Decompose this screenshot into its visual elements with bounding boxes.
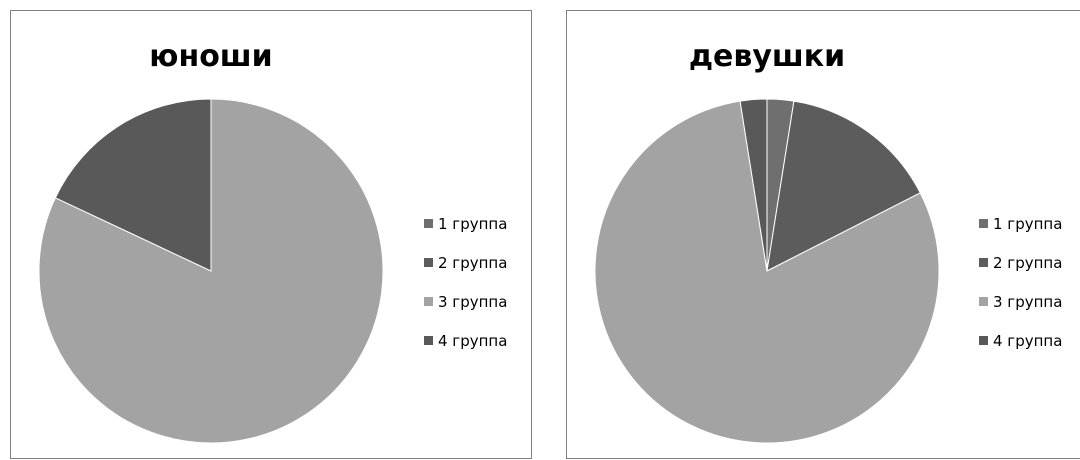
chart-panel-girls: девушки 1 группа 2 группа 3 группа 4 гру… [566, 10, 1080, 459]
legend-item: 2 группа [979, 243, 1062, 282]
legend-label: 3 группа [438, 292, 508, 311]
legend: 1 группа 2 группа 3 группа 4 группа [979, 204, 1062, 360]
legend-swatch [424, 297, 433, 306]
legend-swatch [424, 258, 433, 267]
legend-swatch [979, 297, 988, 306]
legend-item: 3 группа [424, 282, 507, 321]
legend-label: 4 группа [438, 331, 508, 350]
legend-swatch [979, 219, 988, 228]
legend-item: 1 группа [424, 204, 507, 243]
pie-slice-4 [739, 98, 768, 272]
pie-slice-4 [54, 98, 212, 272]
legend: 1 группа 2 группа 3 группа 4 группа [424, 204, 507, 360]
chart-panel-boys: юноши 1 группа 2 группа 3 группа 4 групп… [10, 10, 532, 459]
chart-title: девушки [688, 39, 846, 74]
legend-label: 1 группа [993, 214, 1063, 233]
legend-item: 1 группа [979, 204, 1062, 243]
pie-chart [594, 98, 940, 444]
legend-swatch [979, 258, 988, 267]
legend-label: 1 группа [438, 214, 508, 233]
legend-swatch [424, 219, 433, 228]
pie-chart [38, 98, 384, 444]
legend-label: 2 группа [438, 253, 508, 272]
legend-item: 4 группа [979, 321, 1062, 360]
pie-slice-3 [594, 100, 940, 444]
legend-swatch [424, 336, 433, 345]
legend-label: 3 группа [993, 292, 1063, 311]
legend-item: 3 группа [979, 282, 1062, 321]
legend-item: 4 группа [424, 321, 507, 360]
legend-label: 2 группа [993, 253, 1063, 272]
legend-swatch [979, 336, 988, 345]
chart-title: юноши [149, 39, 273, 74]
legend-item: 2 группа [424, 243, 507, 282]
pie-slice-2 [766, 100, 921, 272]
legend-label: 4 группа [993, 331, 1063, 350]
